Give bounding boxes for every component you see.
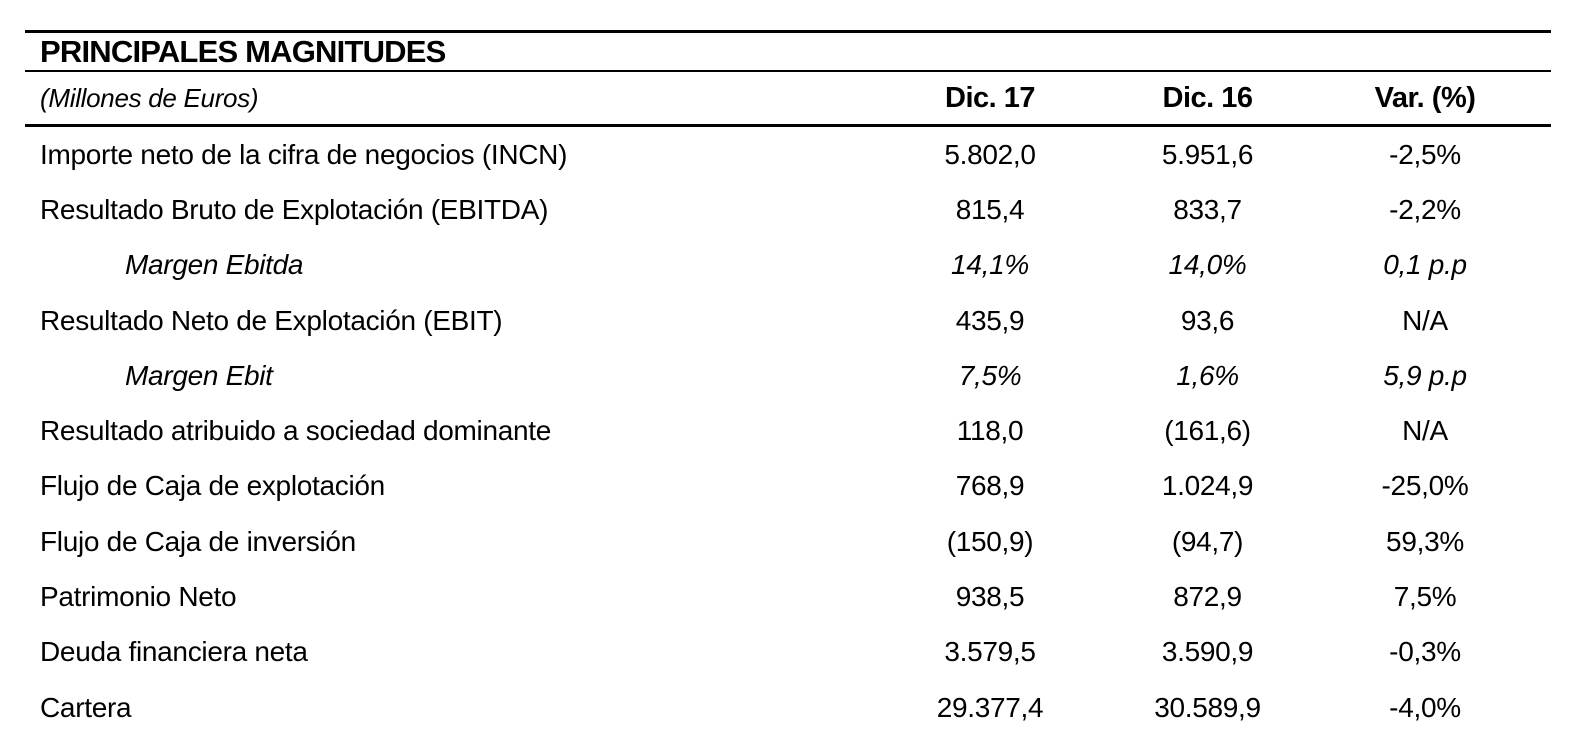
cell-var: 7,5% bbox=[1393, 581, 1457, 613]
cell-dic17: 29.377,4 bbox=[936, 691, 1044, 723]
cell-var: -4,0% bbox=[1389, 691, 1461, 723]
table-title-row: PRINCIPALES MAGNITUDES bbox=[25, 30, 1551, 72]
cell-var: 59,3% bbox=[1386, 525, 1464, 557]
row-label: Resultado atribuido a sociedad dominante bbox=[40, 415, 552, 447]
key-figures-table: PRINCIPALES MAGNITUDES (Millones de Euro… bbox=[25, 30, 1551, 735]
cell-dic17: 5.802,0 bbox=[944, 138, 1036, 170]
row-label: Importe neto de la cifra de negocios (IN… bbox=[40, 138, 568, 170]
cell-dic16: 30.589,9 bbox=[1154, 691, 1261, 723]
table-row: Patrimonio Neto 938,5 872,9 7,5% bbox=[25, 569, 1551, 624]
table-row: Resultado Bruto de Explotación (EBITDA) … bbox=[25, 182, 1551, 237]
column-header-dic16: Dic. 16 bbox=[1162, 81, 1254, 114]
table-row: Resultado Neto de Explotación (EBIT) 435… bbox=[25, 293, 1551, 348]
cell-var: -0,3% bbox=[1389, 636, 1461, 668]
cell-dic16: 93,6 bbox=[1180, 304, 1235, 336]
table-row: Flujo de Caja de inversión (150,9) (94,7… bbox=[25, 514, 1551, 569]
cell-dic17: 14,1% bbox=[951, 249, 1029, 281]
cell-dic17: 435,9 bbox=[955, 304, 1025, 336]
cell-dic17: 768,9 bbox=[955, 470, 1025, 502]
row-label: Margen Ebitda bbox=[125, 249, 304, 281]
row-label: Resultado Bruto de Explotación (EBITDA) bbox=[40, 193, 549, 225]
cell-dic16: (161,6) bbox=[1164, 415, 1251, 447]
cell-dic16: 1,6% bbox=[1176, 359, 1239, 391]
cell-dic17: 7,5% bbox=[958, 359, 1022, 391]
cell-dic16: 833,7 bbox=[1173, 193, 1242, 225]
cell-dic16: 872,9 bbox=[1173, 581, 1242, 613]
column-header-dic17: Dic. 17 bbox=[945, 81, 1036, 114]
row-label: Flujo de Caja de explotación bbox=[40, 470, 385, 502]
cell-dic17: 815,4 bbox=[955, 193, 1025, 225]
cell-var: 0,1 p.p bbox=[1383, 249, 1467, 281]
page-title: PRINCIPALES MAGNITUDES bbox=[40, 33, 446, 69]
cell-dic16: 14,0% bbox=[1168, 249, 1247, 281]
cell-var: N/A bbox=[1402, 415, 1448, 447]
table-row: Resultado atribuido a sociedad dominante… bbox=[25, 403, 1551, 458]
cell-dic16: 3.590,9 bbox=[1161, 636, 1254, 668]
table-subtitle: (Millones de Euros) bbox=[40, 82, 259, 113]
cell-dic17: 118,0 bbox=[956, 415, 1024, 447]
row-label: Cartera bbox=[40, 691, 132, 723]
table-row: Flujo de Caja de explotación 768,9 1.024… bbox=[25, 459, 1551, 514]
cell-dic16: 1.024,9 bbox=[1161, 470, 1254, 502]
cell-var: -2,2% bbox=[1389, 193, 1461, 225]
table-row: Deuda financiera neta 3.579,5 3.590,9 -0… bbox=[25, 625, 1551, 680]
row-label: Patrimonio Neto bbox=[40, 581, 237, 613]
cell-var: -2,5% bbox=[1389, 138, 1461, 170]
table-row: Margen Ebit 7,5% 1,6% 5,9 p.p bbox=[25, 348, 1551, 403]
table-row: Cartera 29.377,4 30.589,9 -4,0% bbox=[25, 680, 1551, 735]
row-label: Margen Ebit bbox=[125, 359, 273, 391]
cell-var: 5,9 p.p bbox=[1383, 359, 1467, 391]
cell-dic16: 5.951,6 bbox=[1161, 138, 1254, 170]
table-row: Importe neto de la cifra de negocios (IN… bbox=[25, 127, 1551, 182]
table-body: Importe neto de la cifra de negocios (IN… bbox=[25, 127, 1551, 735]
column-header-var: Var. (%) bbox=[1374, 81, 1476, 114]
row-label: Flujo de Caja de inversión bbox=[40, 525, 356, 557]
cell-var: -25,0% bbox=[1381, 470, 1469, 502]
row-label: Deuda financiera neta bbox=[40, 636, 308, 668]
table-row: Margen Ebitda 14,1% 14,0% 0,1 p.p bbox=[25, 238, 1551, 293]
cell-dic17: 938,5 bbox=[955, 581, 1025, 613]
cell-dic16: (94,7) bbox=[1171, 525, 1244, 557]
cell-var: N/A bbox=[1402, 304, 1448, 336]
row-label: Resultado Neto de Explotación (EBIT) bbox=[40, 304, 503, 336]
table-header-row: (Millones de Euros) Dic. 17 Dic. 16 Var.… bbox=[25, 72, 1551, 127]
cell-dic17: (150,9) bbox=[946, 525, 1034, 557]
cell-dic17: 3.579,5 bbox=[944, 636, 1036, 668]
